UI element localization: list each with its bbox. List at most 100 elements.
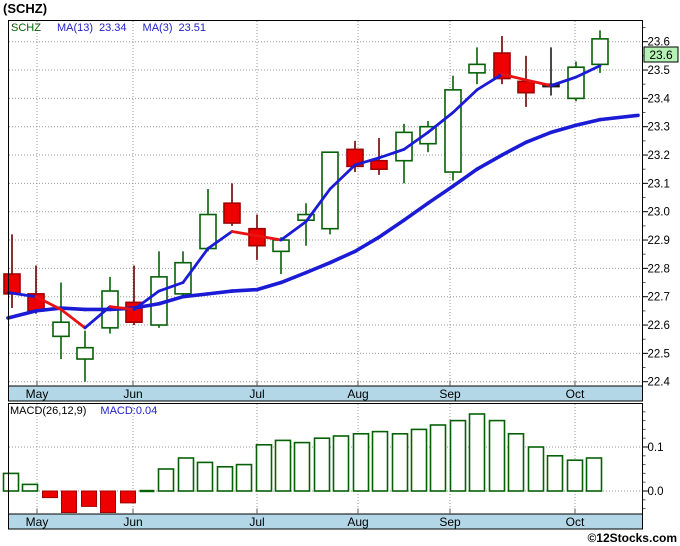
macd-panel-svg: 0.1 0.0 May Jun Jul Aug Sep Oct <box>2 403 664 530</box>
candle-down <box>517 80 535 94</box>
month-strip <box>9 514 642 529</box>
macd-bar-positive <box>546 454 564 492</box>
candle-up <box>567 66 585 100</box>
ma13-line <box>157 294 185 306</box>
macd-bar-negative <box>81 490 97 507</box>
month-label: Sep <box>439 387 461 401</box>
ma13-line <box>500 140 528 157</box>
price-axis-label: 22.6 <box>648 320 670 332</box>
ma3-line <box>549 75 578 88</box>
macd-bar-positive <box>410 428 428 492</box>
macd-bar-positive <box>196 461 214 492</box>
macd-bar-positive <box>216 465 234 492</box>
ma13-line <box>59 306 87 312</box>
legend-symbol: SCHZ <box>11 22 41 34</box>
ma3-line <box>157 281 185 293</box>
macd-bar-positive <box>371 430 389 492</box>
month-label: Aug <box>347 515 368 529</box>
macd-bar-positive <box>313 437 331 492</box>
ma3-line <box>574 64 602 79</box>
ma13-line <box>524 130 553 145</box>
macd-bar-positive <box>488 419 506 492</box>
legend-ma13-value: 23.34 <box>99 22 127 34</box>
macd-axis-label: 0.1 <box>648 442 664 454</box>
macd-bar-positive <box>391 432 409 492</box>
ma3-line <box>59 308 87 330</box>
page-title: (SCHZ) <box>3 1 48 16</box>
macd-value-label: MACD:0.04 <box>100 405 158 417</box>
macd-bar-positive <box>352 432 370 492</box>
month-strip <box>9 386 642 401</box>
macd-bar-positive <box>293 441 311 492</box>
price-axis-label: 22.5 <box>648 348 670 360</box>
ma13-line <box>230 287 259 293</box>
ma13-line <box>279 270 308 285</box>
legend-ma3-label: MA(3) <box>142 22 173 34</box>
ma3-line <box>255 234 283 242</box>
price-axis-label: 23.2 <box>648 150 670 162</box>
price-axis-label: 22.7 <box>648 292 670 304</box>
legend-ma13-label: MA(13) <box>56 22 94 34</box>
macd-bar-positive <box>566 459 584 492</box>
ma3-line <box>34 295 63 311</box>
month-label: Sep <box>439 515 461 529</box>
ma13-line <box>181 292 210 299</box>
candle-up <box>52 321 70 338</box>
ma3-line <box>402 130 430 151</box>
macd-bar-positive <box>157 468 175 492</box>
candle-up <box>272 239 290 253</box>
watermark: ©12Stocks.com <box>587 531 677 545</box>
ma3-line <box>230 230 259 238</box>
price-chart-svg: 23.6 23.5 23.4 23.3 23.2 23.1 23.0 22.9 22.8 22.7… <box>3 20 679 402</box>
price-axis-label: 23.4 <box>648 93 671 105</box>
ma3-line <box>6 291 38 299</box>
ma13-line <box>574 117 602 128</box>
macd-chart-frame <box>8 403 643 530</box>
candle-up <box>395 131 413 162</box>
month-label: Jun <box>123 387 142 401</box>
price-axis-label: 22.8 <box>648 263 670 275</box>
macd-bar-negative <box>42 490 58 499</box>
candle-down <box>223 202 241 224</box>
macd-bar-positive <box>255 443 273 492</box>
macd-bar-positive <box>527 446 545 492</box>
ma13-line <box>304 260 332 275</box>
current-price-box <box>643 46 679 63</box>
macd-bar-positive <box>507 432 525 492</box>
month-label: May <box>26 515 49 529</box>
price-axis-label: 23.5 <box>648 65 670 77</box>
price-axis-label: 23.1 <box>648 178 670 190</box>
month-label: Oct <box>566 515 585 529</box>
month-label: Jul <box>249 387 264 401</box>
ma3-line <box>279 220 308 242</box>
macd-bar-positive <box>449 419 467 492</box>
macd-bar-positive <box>21 483 39 492</box>
macd-bar-positive <box>274 439 292 492</box>
ma13-line <box>255 280 283 292</box>
ma3-line <box>377 147 406 160</box>
macd-bar-positive <box>585 457 603 492</box>
macd-axis-label: 0.0 <box>648 486 664 498</box>
ma3-line <box>353 156 381 167</box>
macd-bar-negative <box>100 490 116 513</box>
ma13-line <box>6 309 38 320</box>
ma3-line <box>328 163 357 191</box>
ma3-line <box>524 78 553 88</box>
month-label: Jul <box>249 515 264 529</box>
macd-bar-positive <box>332 435 350 492</box>
ma3-line <box>206 230 234 250</box>
price-axis-label: 23.3 <box>648 122 670 134</box>
macd-bar-negative <box>61 490 77 513</box>
macd-header: MACD(26,12,9) MACD:0.04 <box>10 405 157 417</box>
candle-down <box>493 52 511 80</box>
ma13-line <box>353 235 381 254</box>
ma13-line <box>426 184 455 205</box>
month-label: Oct <box>566 387 585 401</box>
macd-bar-positive <box>429 424 447 492</box>
month-label: May <box>26 387 49 401</box>
ma3-line <box>475 72 504 92</box>
price-chart-frame <box>8 20 643 402</box>
chart-legend: SCHZ MA(13) 23.34 MA(3) 23.51 <box>11 22 222 34</box>
macd-bar-positive <box>2 472 20 492</box>
